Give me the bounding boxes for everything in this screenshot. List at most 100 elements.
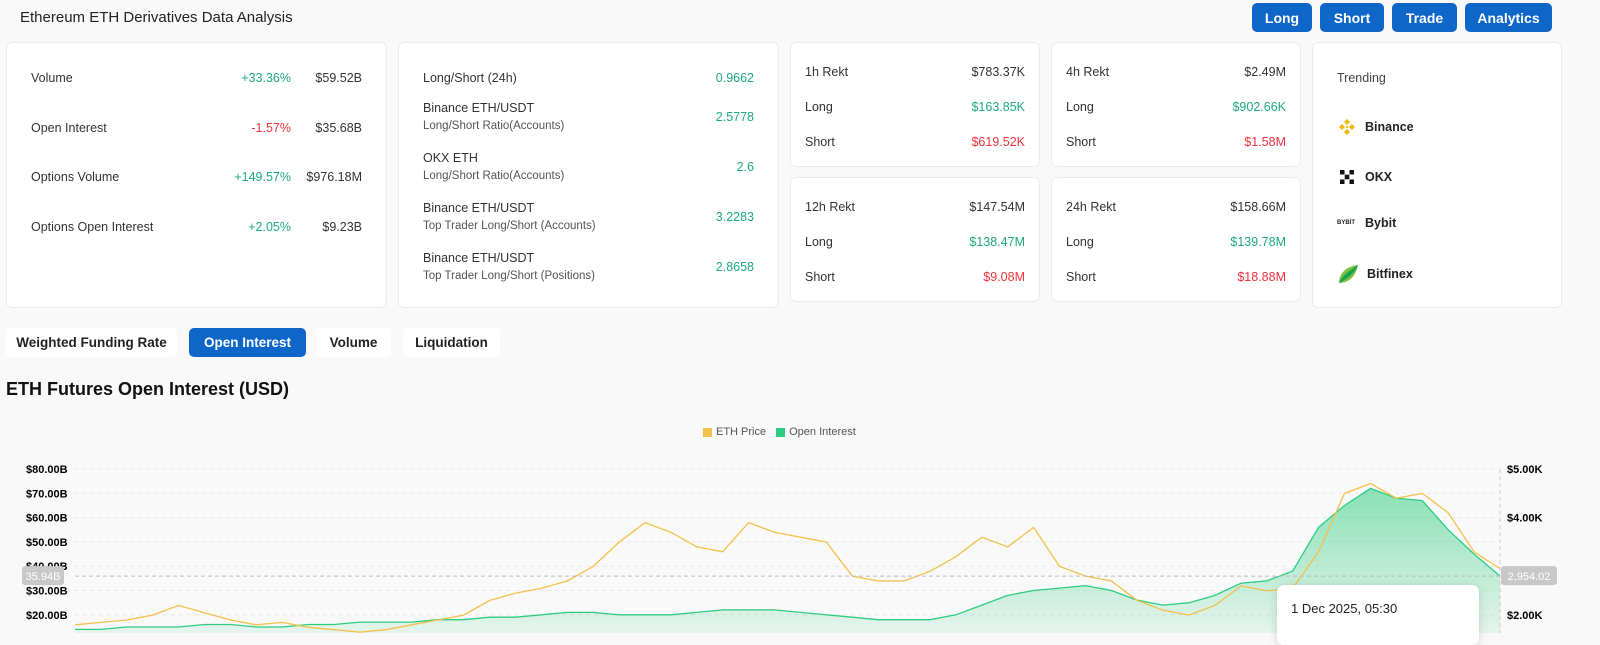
trending-item-bitfinex[interactable]: Bitfinex	[1337, 263, 1413, 285]
tab-volume[interactable]: Volume	[316, 328, 391, 357]
metric-change: +2.05%	[248, 219, 291, 234]
rekt-value: $18.88M	[1237, 270, 1286, 284]
ratio-row: Binance ETH/USDT Top Trader Long/Short (P…	[399, 251, 778, 282]
metric-label: Options Open Interest	[31, 219, 154, 234]
rekt-value: $783.37K	[971, 65, 1025, 79]
rekt-label: Long	[1066, 235, 1094, 249]
metric-value: $9.23B	[322, 219, 362, 234]
metric-label: Volume	[31, 71, 73, 85]
rekt-label: Short	[1066, 270, 1096, 284]
ratio-value: 3.2283	[715, 210, 754, 224]
rekt-label: Long	[805, 100, 833, 114]
rekt-value: $619.52K	[971, 135, 1025, 149]
trending-item-okx[interactable]: OKX	[1337, 167, 1392, 187]
okx-logo-icon	[1340, 170, 1354, 184]
ratio-value: 2.8658	[715, 260, 754, 274]
metric-label: Open Interest	[31, 120, 107, 135]
left-axis-tick: $80.00B	[26, 464, 68, 476]
rekt-label: Long	[1066, 100, 1094, 114]
overview-row: Options Open Interest +2.05% $9.23B	[7, 220, 386, 236]
legend-swatch	[776, 427, 786, 437]
ratio-label-group: Binance ETH/USDT Long/Short Ratio(Account…	[423, 101, 778, 132]
rekt-label: 4h Rekt	[1066, 65, 1110, 79]
eth-price-line	[75, 482, 1500, 633]
bitfinex-logo-icon	[1339, 265, 1358, 283]
metric-value: $59.52B	[315, 71, 362, 85]
trending-item-bybit[interactable]: BYBIT Bybit	[1337, 216, 1396, 230]
rekt-value: $9.08M	[983, 270, 1025, 284]
analytics-button[interactable]: Analytics	[1465, 3, 1552, 32]
ratio-label: Binance ETH/USDT	[423, 251, 535, 265]
ratio-value: 2.6	[736, 160, 754, 174]
crosshair-left-badge	[22, 566, 64, 586]
ratio-value: 0.9662	[715, 71, 754, 85]
overview-row: Open Interest -1.57% $35.68B	[7, 121, 386, 137]
long-button[interactable]: Long	[1252, 3, 1312, 32]
ratio-label: Long/Short (24h)	[423, 71, 517, 85]
tab-weighted-funding-rate[interactable]: Weighted Funding Rate	[6, 328, 177, 357]
rekt-card: 4h Rekt $2.49M Long $902.66K Short $1.58M	[1051, 42, 1301, 167]
metric-change: +33.36%	[241, 71, 291, 85]
left-axis-tick: $30.00B	[26, 586, 68, 598]
bybit-logo-icon: BYBIT	[1337, 220, 1355, 226]
rekt-card: 1h Rekt $783.37K Long $163.85K Short $619.52K	[790, 42, 1040, 167]
tab-liquidation[interactable]: Liquidation	[403, 328, 500, 357]
right-axis-tick: $4.00K	[1507, 513, 1543, 525]
ratio-label: OKX ETH	[423, 151, 478, 165]
chart-title: ETH Futures Open Interest (USD)	[6, 379, 290, 399]
trade-button[interactable]: Trade	[1392, 3, 1457, 32]
rekt-card: 12h Rekt $147.54M Long $138.47M Short $9.08M	[790, 177, 1040, 302]
crosshair-left-value: 35.94B	[26, 571, 61, 583]
rekt-label: Short	[805, 135, 835, 149]
rekt-value: $902.66K	[1232, 100, 1286, 114]
crosshair-right-badge	[1501, 566, 1557, 586]
trending-item-binance[interactable]: Binance	[1337, 117, 1414, 137]
chart-legend: ETH Price Open Interest	[703, 426, 856, 438]
ratio-label-group: Long/Short (24h)	[423, 71, 778, 85]
rekt-value: $2.49M	[1244, 65, 1286, 79]
rekt-value: $147.54M	[969, 200, 1025, 214]
short-button[interactable]: Short	[1320, 3, 1384, 32]
page-title: Ethereum ETH Derivatives Data Analysis	[20, 9, 293, 26]
ratio-sublabel: Long/Short Ratio(Accounts)	[423, 170, 565, 182]
trending-label: Bitfinex	[1367, 267, 1413, 281]
left-axis-tick: $50.00B	[26, 537, 68, 549]
ratio-label: Binance ETH/USDT	[423, 101, 535, 115]
metric-change: +149.57%	[234, 170, 291, 184]
rekt-label: Short	[805, 270, 835, 284]
legend-swatch	[703, 427, 712, 437]
ratio-sublabel: Long/Short Ratio(Accounts)	[423, 120, 565, 132]
ratio-label-group: OKX ETH Long/Short Ratio(Accounts)	[423, 151, 778, 182]
trending-title: Trending	[1337, 71, 1386, 85]
rekt-label: 24h Rekt	[1066, 200, 1117, 214]
right-axis-tick: $2.00K	[1507, 610, 1543, 622]
tab-open-interest[interactable]: Open Interest	[189, 328, 306, 357]
trending-label: Binance	[1365, 120, 1414, 134]
ratio-sublabel: Top Trader Long/Short (Accounts)	[423, 220, 596, 232]
overview-card: Volume +33.36% $59.52B Open Interest -1.57% $…	[6, 42, 387, 308]
rekt-value: $158.66M	[1230, 200, 1286, 214]
rekt-label: Long	[805, 235, 833, 249]
binance-logo-icon	[1339, 119, 1355, 135]
rekt-card: 24h Rekt $158.66M Long $139.78M Short $18.88M	[1051, 177, 1301, 302]
ratio-label-group: Binance ETH/USDT Top Trader Long/Short (P…	[423, 251, 778, 282]
trending-card: Trending Binance OKX BYBIT Bybit Bitfine…	[1312, 42, 1562, 308]
rekt-value: $1.58M	[1244, 135, 1286, 149]
chart-tooltip: 1 Dec 2025, 05:30	[1277, 585, 1479, 645]
legend-open-interest[interactable]: Open Interest	[776, 426, 856, 438]
ratio-value: 2.5778	[715, 110, 754, 124]
left-axis-tick: $60.00B	[26, 513, 68, 525]
rekt-value: $138.47M	[969, 235, 1025, 249]
ratio-card: Long/Short (24h) 0.9662 Binance ETH/USDT Lo…	[398, 42, 779, 308]
ratio-row: Binance ETH/USDT Top Trader Long/Short (A…	[399, 201, 778, 232]
metric-change: -1.57%	[251, 120, 291, 135]
ratio-row: OKX ETH Long/Short Ratio(Accounts) 2.6	[399, 151, 778, 182]
ratio-label: Binance ETH/USDT	[423, 201, 535, 215]
rekt-label: 1h Rekt	[805, 65, 849, 79]
metric-label: Options Volume	[31, 170, 120, 184]
rekt-label: Short	[1066, 135, 1096, 149]
right-axis-tick: $5.00K	[1507, 464, 1543, 476]
ratio-sublabel: Top Trader Long/Short (Positions)	[423, 270, 595, 282]
legend-eth-price[interactable]: ETH Price	[703, 426, 766, 438]
left-axis-tick: $70.00B	[26, 488, 68, 500]
